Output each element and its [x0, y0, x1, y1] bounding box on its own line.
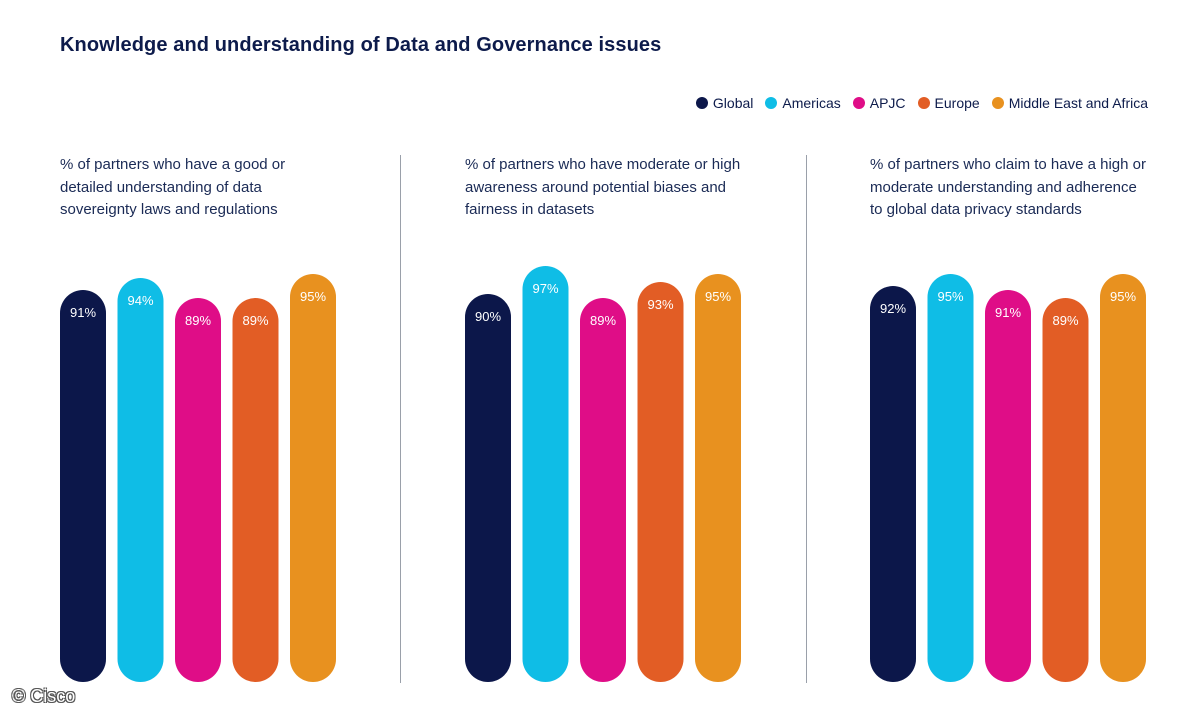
- legend-swatch-mea: [991, 97, 1004, 109]
- bar-panel-3-europe: [1042, 298, 1089, 682]
- bar-label-panel-3-mea: 95%: [1110, 289, 1136, 304]
- bar-label-panel-1-americas: 94%: [127, 293, 153, 308]
- bar-panel-2-global: [465, 294, 511, 682]
- legend: Global Americas APJC Europe Middle East …: [695, 95, 1148, 111]
- panel-divider-2: [806, 155, 807, 683]
- bar-label-panel-2-global: 90%: [475, 309, 501, 324]
- bar-panel-1-global: [60, 290, 106, 682]
- bar-label-panel-1-europe: 89%: [242, 313, 268, 328]
- bar-label-panel-3-global: 92%: [880, 301, 906, 316]
- legend-item-americas: Americas: [765, 95, 841, 111]
- bar-panel-2-mea: [695, 274, 741, 682]
- legend-swatch-americas: [765, 97, 778, 109]
- chart-title: Knowledge and understanding of Data and …: [60, 34, 662, 56]
- bar-panel-2-americas: [522, 266, 569, 682]
- legend-label-apjc: APJC: [869, 95, 906, 111]
- bar-label-panel-3-americas: 95%: [937, 289, 963, 304]
- legend-label-global: Global: [712, 95, 754, 111]
- legend-item-global: Global: [695, 95, 754, 111]
- legend-item-mea: Middle East and Africa: [991, 95, 1148, 111]
- legend-label-mea: Middle East and Africa: [1008, 95, 1148, 111]
- bar-panel-2-apjc: [580, 298, 626, 682]
- panel-1-caption: % of partners who have a good or detaile…: [60, 156, 286, 218]
- bar-label-panel-3-europe: 89%: [1052, 313, 1078, 328]
- bar-label-panel-3-apjc: 91%: [995, 305, 1021, 320]
- bar-label-panel-2-europe: 93%: [647, 297, 673, 312]
- panel-3-caption: % of partners who claim to have a high o…: [870, 156, 1146, 218]
- bar-label-panel-2-mea: 95%: [705, 289, 731, 304]
- panel-divider-1: [400, 155, 401, 683]
- legend-item-apjc: APJC: [852, 95, 906, 111]
- bar-panel-1-apjc: [175, 298, 221, 682]
- legend-swatch-apjc: [852, 97, 865, 109]
- legend-swatch-global: [695, 97, 708, 109]
- panel-2-caption: % of partners who have moderate or high …: [465, 156, 741, 218]
- bar-label-panel-2-americas: 97%: [532, 281, 558, 296]
- legend-label-americas: Americas: [782, 95, 841, 111]
- bar-label-panel-1-apjc: 89%: [185, 313, 211, 328]
- bar-panel-2-europe: [637, 282, 684, 682]
- legend-label-europe: Europe: [934, 95, 980, 111]
- bar-label-panel-1-global: 91%: [70, 305, 96, 320]
- bar-label-panel-2-apjc: 89%: [590, 313, 616, 328]
- bar-panel-3-americas: [927, 274, 974, 682]
- bar-panel-3-mea: [1100, 274, 1146, 682]
- bar-panel-1-mea: [290, 274, 336, 682]
- bar-panel-3-global: [870, 286, 916, 682]
- legend-swatch-europe: [917, 97, 930, 109]
- bar-label-panel-1-mea: 95%: [300, 289, 326, 304]
- legend-item-europe: Europe: [917, 95, 980, 111]
- copyright-watermark: © Cisco: [12, 686, 76, 706]
- bar-panel-1-americas: [117, 278, 164, 682]
- bar-panel-1-europe: [232, 298, 279, 682]
- bar-panel-3-apjc: [985, 290, 1031, 682]
